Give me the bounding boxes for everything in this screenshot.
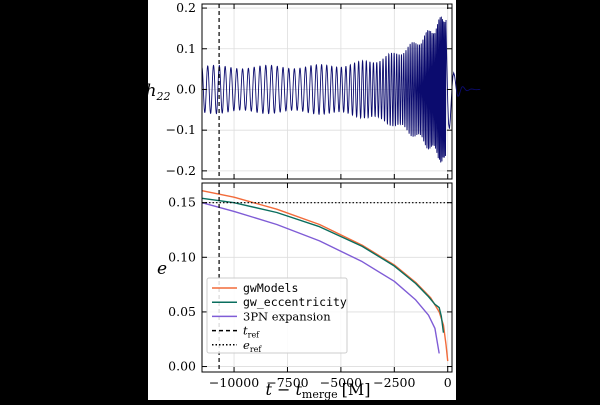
eccentricity-ytick-label: 0.00 (168, 359, 196, 374)
x-tick-label: −7500 (266, 375, 308, 390)
legend-label: gwModels (243, 281, 298, 295)
x-tick-label: −2500 (373, 375, 415, 390)
waveform-ytick-label: −0.1 (166, 122, 196, 137)
x-tick-label: 0 (444, 375, 452, 390)
eccentricity-ticks: −10000 −7500 −5000 −2500 0 0.15 0.10 0.05 0.00 (168, 183, 452, 390)
legend-label: 3PN expansion (243, 309, 331, 323)
waveform-frame (201, 3, 453, 180)
series-line-gw-eccentricity (201, 197, 445, 333)
waveform-panel: 0.2 0.1 0.0 −0.1 −0.2 h22 (146, 0, 481, 180)
eccentricity-ylabel: e (157, 259, 167, 279)
waveform-ytick-label: −0.2 (166, 163, 196, 178)
legend-label: eref (243, 338, 262, 354)
waveform-ytick-label: 0.2 (176, 0, 196, 15)
legend-label: tref (243, 324, 260, 340)
eccentricity-ytick-label: 0.10 (168, 249, 196, 264)
waveform-ylabel: h22 (146, 81, 171, 103)
series-line-gwmodels (201, 189, 449, 362)
legend-box (206, 277, 348, 354)
x-tick-label: −5000 (320, 375, 362, 390)
eccentricity-ytick-label: 0.05 (168, 304, 196, 319)
eccentricity-ytick-label: 0.15 (168, 195, 196, 210)
h22-waveform-line (201, 16, 481, 163)
eccentricity-frame (201, 182, 453, 373)
series-line-3pn-expansion (201, 201, 440, 354)
legend-label: gw_eccentricity (243, 295, 347, 309)
x-tick-label: −10000 (209, 375, 259, 390)
waveform-ticks: 0.2 0.1 0.0 −0.1 −0.2 (166, 0, 452, 179)
waveform-ytick-label: 0.0 (176, 81, 196, 96)
eccentricity-panel: −10000 −7500 −5000 −2500 0 0.15 0.10 0.05 0.00 e… (157, 182, 453, 401)
x-axis-label: t − tmerge [M] (265, 380, 370, 400)
eccentricity-series (201, 189, 449, 362)
waveform-ytick-label: 0.1 (176, 41, 196, 56)
